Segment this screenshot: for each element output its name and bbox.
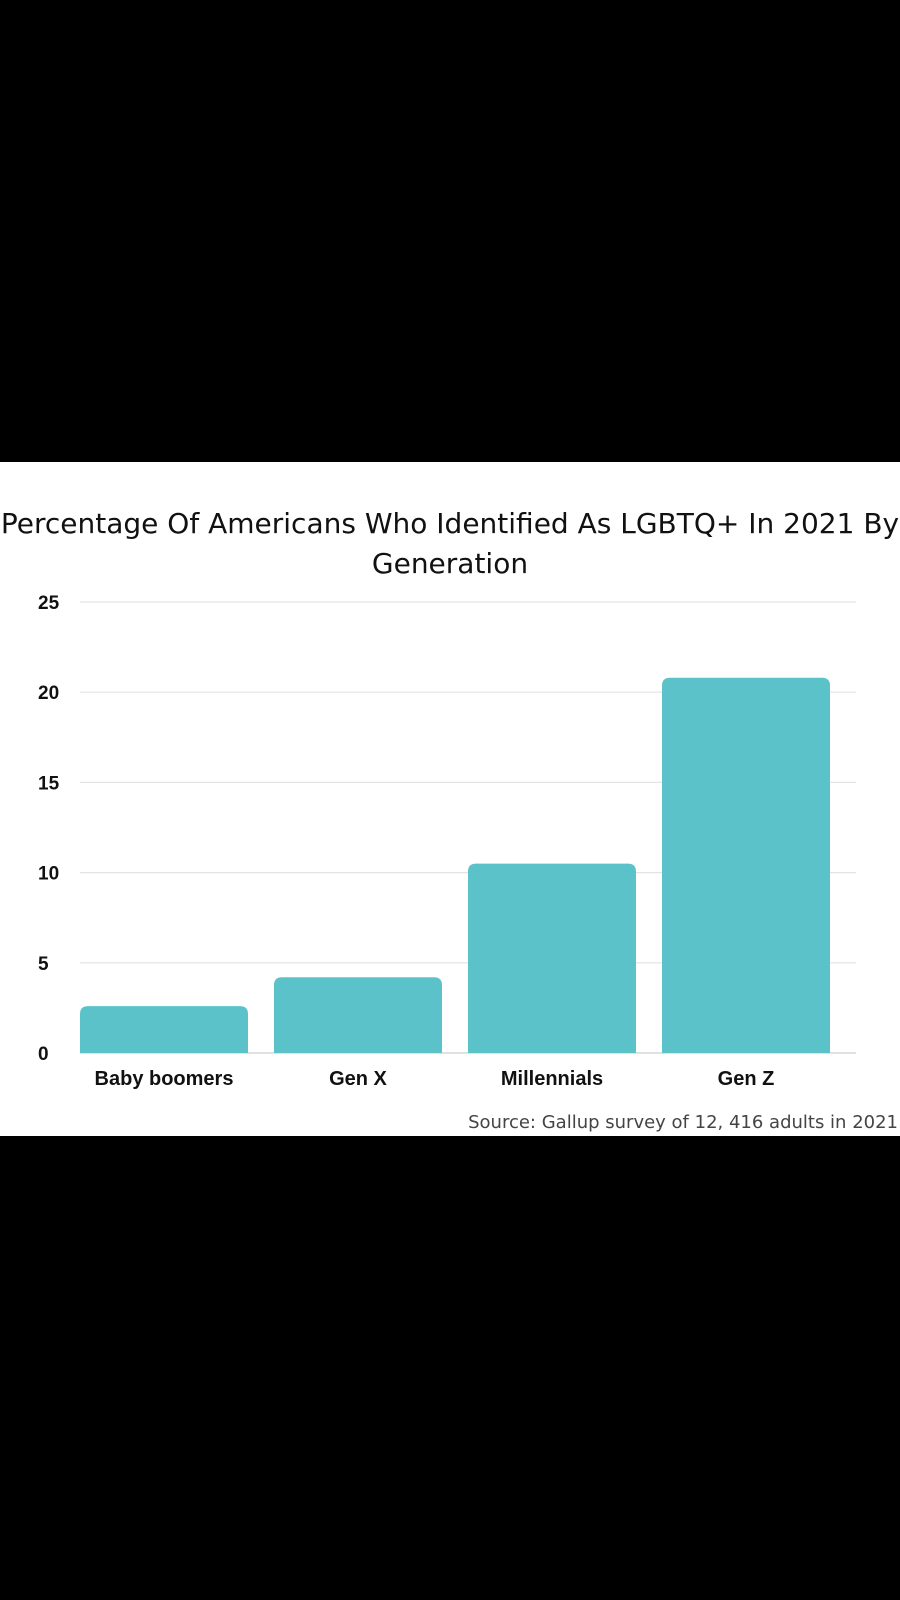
bar-gen-z (662, 677, 830, 1053)
y-tick-label: 10 (38, 864, 59, 885)
x-category-label: Gen X (329, 1068, 387, 1090)
x-axis-labels: Baby boomers Gen X Millennials Gen Z (95, 1068, 775, 1090)
bars (80, 677, 830, 1053)
bar-baby-boomers (80, 1006, 248, 1053)
chart-title: Percentage Of Americans Who Identified A… (0, 507, 900, 580)
chart-panel: Percentage Of Americans Who Identified A… (0, 462, 900, 1136)
y-axis-ticks: 0 5 10 15 20 25 (38, 593, 60, 1065)
y-tick-label: 15 (38, 773, 60, 794)
y-tick-label: 20 (38, 683, 59, 704)
y-tick-label: 5 (38, 954, 49, 975)
y-tick-label: 0 (38, 1044, 49, 1065)
bar-chart: 0 5 10 15 20 25 Baby boomers Gen X Millennials G… (38, 593, 856, 1090)
x-category-label: Baby boomers (95, 1068, 234, 1090)
bar-millennials (468, 863, 636, 1053)
source-note: Source: Gallup survey of 12, 416 adults … (468, 1112, 898, 1133)
bar-gen-x (274, 977, 442, 1053)
x-category-label: Millennials (501, 1068, 603, 1090)
y-tick-label: 25 (38, 593, 60, 614)
x-category-label: Gen Z (718, 1068, 775, 1090)
